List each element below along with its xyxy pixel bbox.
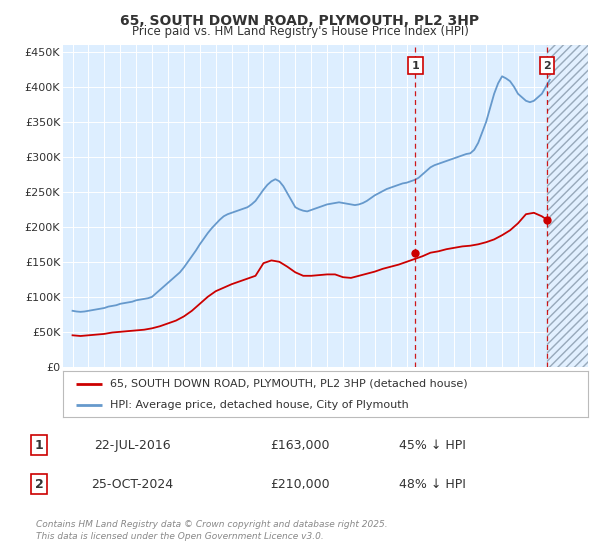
Text: Price paid vs. HM Land Registry's House Price Index (HPI): Price paid vs. HM Land Registry's House … <box>131 25 469 38</box>
Text: £163,000: £163,000 <box>270 438 330 452</box>
Text: 48% ↓ HPI: 48% ↓ HPI <box>398 478 466 491</box>
Text: 25-OCT-2024: 25-OCT-2024 <box>91 478 173 491</box>
Text: Contains HM Land Registry data © Crown copyright and database right 2025.
This d: Contains HM Land Registry data © Crown c… <box>36 520 388 542</box>
Text: 2: 2 <box>543 61 551 71</box>
Text: 45% ↓ HPI: 45% ↓ HPI <box>398 438 466 452</box>
Text: 65, SOUTH DOWN ROAD, PLYMOUTH, PL2 3HP: 65, SOUTH DOWN ROAD, PLYMOUTH, PL2 3HP <box>121 14 479 28</box>
Text: 1: 1 <box>412 61 419 71</box>
Text: 22-JUL-2016: 22-JUL-2016 <box>94 438 170 452</box>
Text: £210,000: £210,000 <box>270 478 330 491</box>
Text: 65, SOUTH DOWN ROAD, PLYMOUTH, PL2 3HP (detached house): 65, SOUTH DOWN ROAD, PLYMOUTH, PL2 3HP (… <box>110 379 468 389</box>
Text: 1: 1 <box>35 438 43 452</box>
Text: HPI: Average price, detached house, City of Plymouth: HPI: Average price, detached house, City… <box>110 400 409 410</box>
Text: 2: 2 <box>35 478 43 491</box>
